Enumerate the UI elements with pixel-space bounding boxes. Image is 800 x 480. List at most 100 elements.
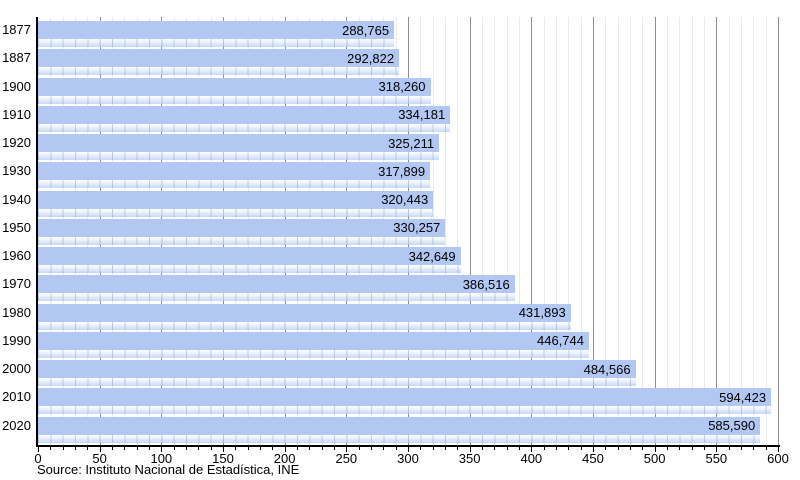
axis-tick-label: 50 xyxy=(92,451,107,466)
population-bar: 585,590 xyxy=(38,416,761,435)
bar-shine-strip xyxy=(38,67,400,76)
population-bar: 330,257 xyxy=(38,218,446,237)
bar-row: 1940 320,443 xyxy=(2,190,778,219)
axis-tick xyxy=(568,447,570,450)
bar-shine-strip xyxy=(38,95,431,104)
axis-tick xyxy=(198,447,200,450)
year-label: 2020 xyxy=(2,417,31,433)
axis-tick xyxy=(136,447,138,450)
axis-tick xyxy=(309,447,311,450)
year-label: 1920 xyxy=(2,135,31,151)
axis-tick-label: 450 xyxy=(582,451,604,466)
bar-row: 1950 330,257 xyxy=(2,218,778,247)
axis-tick xyxy=(247,447,249,450)
bar-row: 2020 585,590 xyxy=(2,416,778,445)
axis-tick xyxy=(272,447,274,450)
minor-gridline xyxy=(642,17,644,445)
axis-tick xyxy=(445,447,446,450)
value-label: 386,516 xyxy=(462,276,510,292)
axis-tick xyxy=(321,447,323,450)
year-label: 1980 xyxy=(2,304,31,320)
value-label: 585,590 xyxy=(708,418,756,434)
year-label: 1930 xyxy=(2,163,31,179)
major-gridline xyxy=(654,17,656,445)
bar-row: 1920 325,211 xyxy=(2,134,778,162)
bar-shine-strip xyxy=(38,349,589,358)
axis-tick xyxy=(432,447,434,450)
x-axis-line xyxy=(36,445,780,447)
value-label: 318,260 xyxy=(378,79,426,95)
bar-shine-strip xyxy=(38,208,434,217)
axis-tick xyxy=(543,447,545,450)
minor-gridline xyxy=(494,17,496,445)
year-label: 1877 xyxy=(2,22,31,37)
axis-tick xyxy=(186,447,187,450)
value-label: 292,822 xyxy=(347,50,395,66)
x-axis-ticks xyxy=(38,447,780,453)
axis-tick xyxy=(87,447,89,450)
bar-shine-strip xyxy=(38,378,636,387)
axis-tick-label: 350 xyxy=(458,451,481,466)
axis-tick-label: 250 xyxy=(335,451,358,466)
year-label: 1887 xyxy=(2,50,31,66)
axis-tick xyxy=(506,447,508,450)
minor-gridline xyxy=(753,17,755,445)
minor-gridline xyxy=(617,17,619,445)
minor-gridline xyxy=(568,17,570,445)
population-bar: 292,822 xyxy=(38,49,400,68)
axis-tick xyxy=(457,447,459,450)
value-label: 446,744 xyxy=(537,333,584,349)
axis-tick xyxy=(630,447,631,450)
year-label: 1950 xyxy=(2,219,31,235)
bar-row: 2000 484,566 xyxy=(2,360,778,388)
bar-row: 1930 317,899 xyxy=(2,162,778,190)
minor-gridline xyxy=(556,17,557,445)
value-label: 320,443 xyxy=(381,192,429,208)
axis-tick xyxy=(99,447,101,452)
axis-tick-label: 550 xyxy=(705,451,728,466)
minor-gridline xyxy=(519,17,520,445)
axis-tick xyxy=(124,447,126,450)
value-label: 334,181 xyxy=(398,107,446,123)
axis-tick xyxy=(297,447,298,450)
axis-tick xyxy=(778,447,779,452)
axis-tick xyxy=(62,447,64,450)
axis-tick-label: 200 xyxy=(273,451,296,466)
bar-rows: 1877 288,765 1887 292,822 1900 318,260 1910 334… xyxy=(2,21,778,445)
axis-tick xyxy=(519,447,520,450)
minor-gridline xyxy=(543,17,545,445)
bar-row: 1900 318,260 xyxy=(2,77,778,106)
axis-tick xyxy=(173,447,175,450)
year-label: 2010 xyxy=(2,389,31,405)
minor-gridline xyxy=(728,17,730,445)
x-axis-tick-labels: 0 50 100 150 200 250 300 350 400 450 500 550 600 xyxy=(34,451,788,466)
bar-shine-strip xyxy=(38,236,446,245)
value-label: 594,423 xyxy=(719,389,767,405)
axis-tick xyxy=(408,447,409,452)
axis-tick xyxy=(741,447,742,450)
value-label: 317,899 xyxy=(378,163,426,179)
axis-tick xyxy=(691,447,693,450)
value-label: 342,649 xyxy=(408,248,456,264)
year-label: 1970 xyxy=(2,276,31,292)
axis-tick-label: 0 xyxy=(34,451,42,466)
axis-tick xyxy=(642,447,644,450)
axis-tick xyxy=(531,447,533,452)
population-bar: 594,423 xyxy=(38,388,772,407)
minor-gridline xyxy=(765,17,767,445)
axis-tick xyxy=(494,447,496,450)
axis-tick xyxy=(753,447,755,450)
axis-tick xyxy=(75,447,76,450)
bar-shine-strip xyxy=(38,265,461,274)
minor-gridline xyxy=(482,17,483,445)
axis-tick xyxy=(765,447,767,450)
bar-shine-strip xyxy=(38,293,515,302)
minor-gridline xyxy=(457,17,459,445)
population-bar: 288,765 xyxy=(38,21,395,39)
major-gridline xyxy=(469,17,471,445)
axis-tick xyxy=(482,447,483,450)
axis-tick xyxy=(346,447,348,452)
bar-row: 1980 431,893 xyxy=(2,303,778,332)
minor-gridline xyxy=(741,17,742,445)
